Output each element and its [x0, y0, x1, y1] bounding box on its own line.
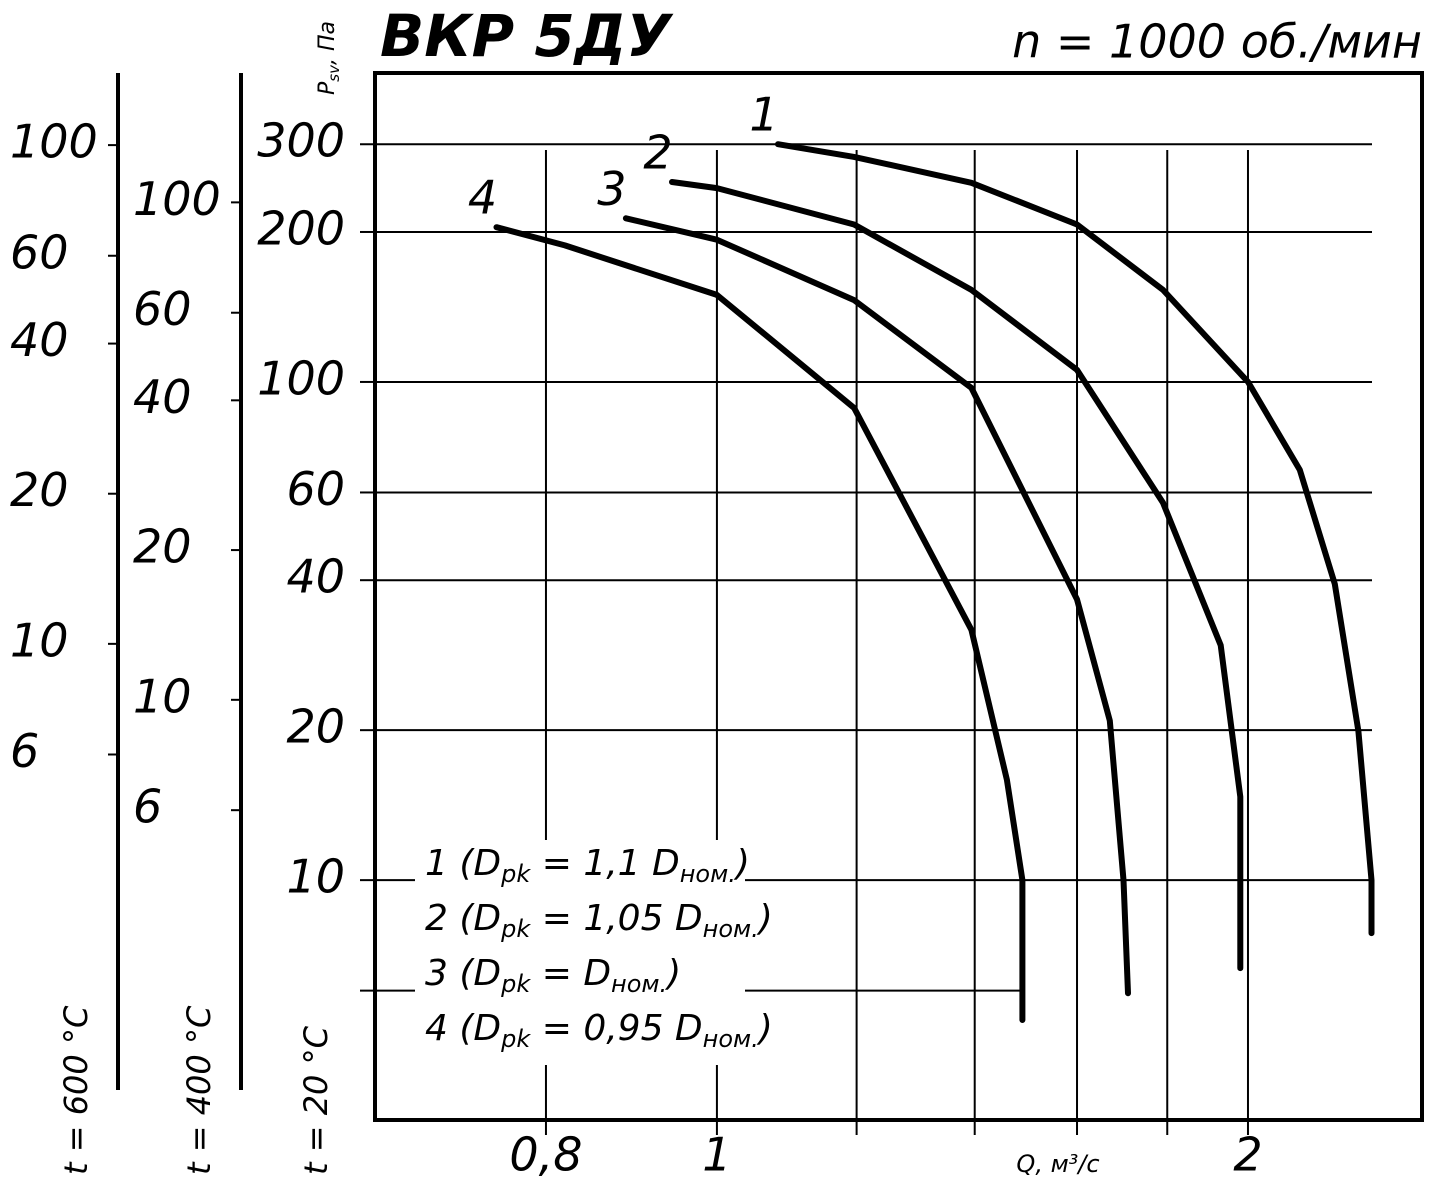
side-tick-label: 100 [133, 172, 221, 226]
side-tick-label: 10 [133, 669, 192, 723]
legend-part: = 1,1 D [530, 843, 679, 884]
side-tick-label: 60 [10, 225, 69, 279]
y-tick-label: 60 [286, 462, 345, 516]
legend-part: 4 [425, 1008, 448, 1049]
side-scale-label: t = 600 °C [57, 1005, 95, 1175]
y-tick-label: 300 [257, 114, 345, 168]
side-tick-label: 6 [10, 724, 39, 778]
y-label-unit: , Па [315, 21, 340, 65]
legend-part: pk [500, 1025, 531, 1053]
scale-label: t = 20 °C [297, 1025, 335, 1175]
y-label-main: P [315, 81, 340, 95]
y-tick-label: 200 [257, 201, 345, 255]
x-tick-label: 1 [702, 1128, 731, 1182]
side-tick-label: 100 [10, 115, 98, 169]
legend-entry: 3 (Dpk = Dном.) [425, 953, 681, 998]
legend-part: 2 [425, 898, 448, 939]
x-axis-label: Q, м³/с [1016, 1150, 1099, 1178]
side-scale-label: t = 400 °C [180, 1005, 218, 1175]
legend-part: ) [664, 953, 681, 994]
curve [622, 215, 1131, 997]
legend-part: pk [500, 915, 531, 943]
y-axis-label: Psv, Па [315, 21, 343, 95]
legend-entry: 1 (Dpk = 1,1 Dном.) [425, 843, 750, 888]
plot-frame [373, 71, 1424, 1122]
chart-title: ВКР 5ДУ [380, 2, 674, 70]
y-tick-label: 20 [286, 700, 345, 754]
legend-part: ном. [611, 970, 667, 998]
curve-label: 4 [468, 171, 497, 225]
curve-label: 3 [597, 162, 626, 216]
y-tick-label: 10 [286, 850, 345, 904]
curve [669, 179, 1244, 972]
legend-entry: 4 (Dpk = 0,95 Dном.) [425, 1008, 773, 1053]
side-tick-label: 20 [10, 463, 69, 517]
legend-part: ном. [703, 915, 759, 943]
curve-label: 1 [749, 88, 778, 142]
legend-part: (D [459, 843, 501, 884]
legend-part: (D [459, 1008, 501, 1049]
side-tick-label: 10 [10, 613, 69, 667]
side-tick-label: 60 [133, 282, 192, 336]
y-tick-label: 40 [286, 550, 345, 604]
side-tick-label: 20 [133, 520, 192, 574]
curve [493, 224, 1026, 1023]
legend-part: (D [459, 953, 501, 994]
y-tick-label: 100 [257, 351, 345, 405]
legend-part: (D [459, 898, 501, 939]
legend-part: = 1,05 D [530, 898, 702, 939]
x-tick-label: 0,8 [509, 1128, 582, 1182]
legend-background [415, 840, 745, 1065]
legend-part: ном. [680, 860, 736, 888]
legend-part: 1 [425, 843, 448, 884]
curve-label: 2 [643, 125, 672, 179]
legend-part: ) [733, 843, 750, 884]
x-tick-label: 2 [1233, 1128, 1262, 1182]
side-tick-label: 6 [133, 780, 162, 834]
legend-part: 3 [425, 953, 448, 994]
legend-entry: 2 (Dpk = 1,05 Dном.) [425, 898, 773, 943]
legend-part: ) [756, 1008, 773, 1049]
side-tick-label: 40 [10, 313, 69, 367]
side-tick-label: 40 [133, 370, 192, 424]
legend-part: = 0,95 D [530, 1008, 702, 1049]
legend-part: ном. [703, 1025, 759, 1053]
legend-part: = D [530, 953, 611, 994]
curve [775, 141, 1375, 937]
legend-part: pk [500, 860, 531, 888]
legend-part: ) [756, 898, 773, 939]
chart-subtitle: n = 1000 об./мин [1012, 15, 1422, 69]
legend-part: pk [500, 970, 531, 998]
y-label-sub: sv [325, 64, 343, 82]
